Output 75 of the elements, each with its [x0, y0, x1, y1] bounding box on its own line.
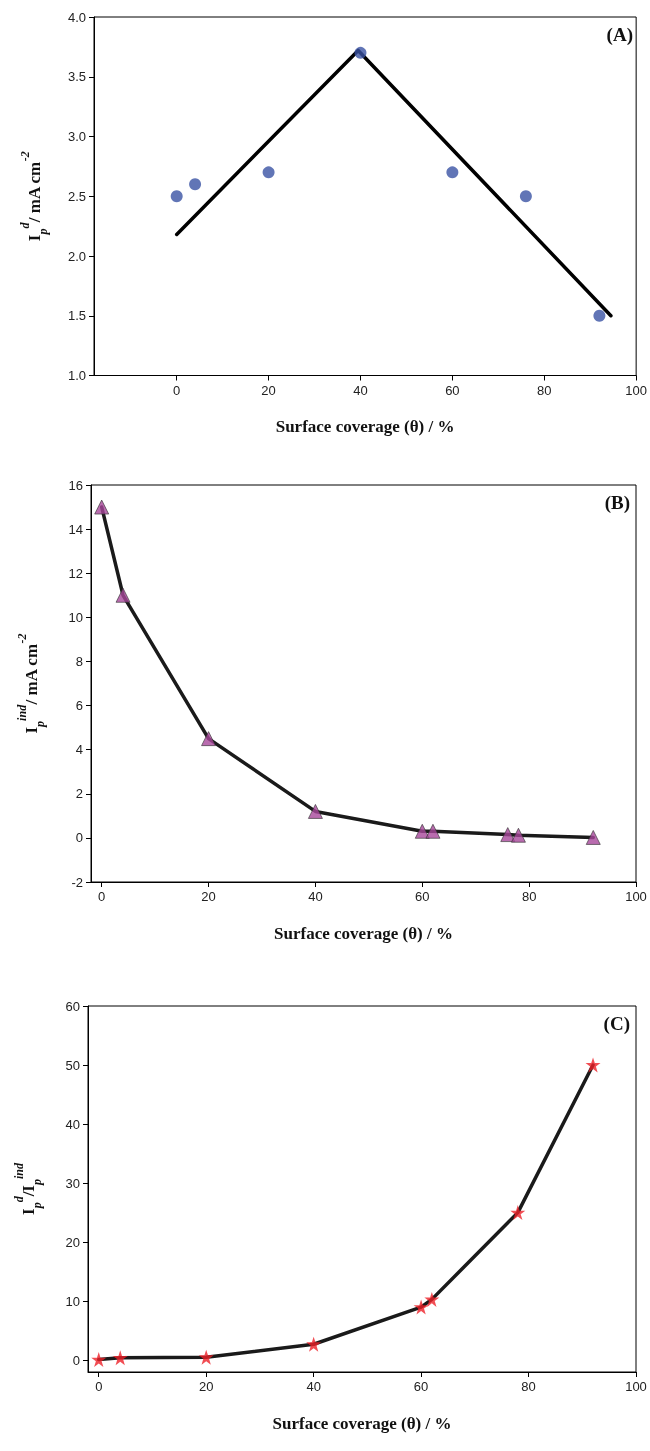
x-tick-label: 100 — [625, 382, 648, 398]
y-tick-label: 2 — [75, 786, 83, 802]
point — [201, 731, 216, 747]
y-tick-label: 1.0 — [67, 368, 86, 383]
x-tick-label: 0 — [98, 889, 106, 904]
y-tick-label: 0 — [75, 830, 83, 846]
point — [593, 309, 606, 322]
x-axis-title: Surface coverage (θ) / % — [274, 923, 453, 943]
point — [262, 166, 275, 179]
x-tick-label: 80 — [521, 1379, 536, 1394]
point — [112, 1350, 128, 1366]
point — [189, 178, 202, 191]
x-tick-label: 100 — [625, 889, 647, 904]
y-tick-label: 40 — [65, 1116, 80, 1132]
point — [170, 190, 183, 203]
x-tick-label: 80 — [521, 889, 537, 904]
point — [413, 1299, 429, 1315]
x-tick-label: 40 — [308, 889, 323, 904]
point — [94, 499, 110, 515]
point — [424, 1291, 440, 1307]
point — [115, 587, 131, 603]
y-tick-label: 3.0 — [67, 129, 86, 144]
point — [91, 1352, 107, 1368]
x-tick-label: 0 — [173, 382, 181, 398]
point — [511, 827, 526, 843]
y-tick-label: 0 — [72, 1352, 80, 1368]
point — [585, 1057, 601, 1073]
x-tick-label: 20 — [201, 889, 216, 904]
x-tick-label: 0 — [95, 1379, 103, 1394]
x-tick-label: 20 — [198, 1379, 214, 1394]
y-tick-label: 6 — [75, 698, 83, 714]
y-tick-label: 1.5 — [67, 308, 86, 324]
y-tick-label: 2.0 — [67, 248, 86, 264]
x-axis-title: Surface coverage (θ) / % — [272, 1413, 452, 1433]
y-tick-label: 16 — [68, 477, 83, 493]
y-tick-label: -2 — [71, 874, 83, 890]
y-tick-label: 12 — [68, 565, 83, 581]
point — [306, 1336, 322, 1352]
y-tick-label: 50 — [65, 1057, 80, 1073]
point — [414, 823, 430, 839]
y-axis-title: Ipd/Ipind — [12, 1162, 44, 1215]
point — [585, 830, 601, 845]
y-tick-label: 4.0 — [67, 9, 86, 25]
point — [425, 823, 441, 839]
x-tick-label: 40 — [306, 1379, 321, 1394]
x-axis-title: Surface coverage (θ) / % — [275, 417, 455, 436]
y-tick-label: 20 — [65, 1234, 80, 1250]
x-tick-label: 100 — [625, 1379, 647, 1394]
annotation: (A) — [606, 24, 634, 46]
annotation: (B) — [604, 492, 630, 514]
x-tick-label: 60 — [445, 382, 460, 398]
x-tick-label: 80 — [537, 382, 552, 398]
y-tick-label: 30 — [65, 1175, 80, 1191]
y-tick-label: 3.5 — [67, 69, 86, 85]
y-axis-title: Ipd/ mA cm-2 — [18, 151, 50, 242]
point — [198, 1349, 214, 1365]
point — [519, 190, 532, 203]
x-tick-label: 60 — [415, 889, 430, 904]
y-tick-label: 10 — [68, 609, 83, 625]
y-axis-title: Ipind/ mA cm-2 — [15, 633, 47, 734]
point — [510, 1205, 526, 1221]
point — [500, 827, 516, 842]
point — [354, 46, 367, 59]
x-tick-label: 60 — [413, 1379, 429, 1394]
y-tick-label: 4 — [75, 742, 83, 758]
point — [446, 166, 459, 179]
y-tick-label: 14 — [68, 521, 83, 537]
x-tick-label: 40 — [353, 382, 368, 398]
y-tick-label: 2.5 — [67, 188, 86, 204]
x-tick-label: 20 — [261, 382, 276, 398]
annotation: (C) — [603, 1013, 631, 1035]
y-tick-label: 10 — [65, 1293, 80, 1309]
y-tick-label: 60 — [65, 998, 80, 1014]
point — [308, 804, 323, 819]
y-tick-label: 8 — [75, 653, 83, 669]
